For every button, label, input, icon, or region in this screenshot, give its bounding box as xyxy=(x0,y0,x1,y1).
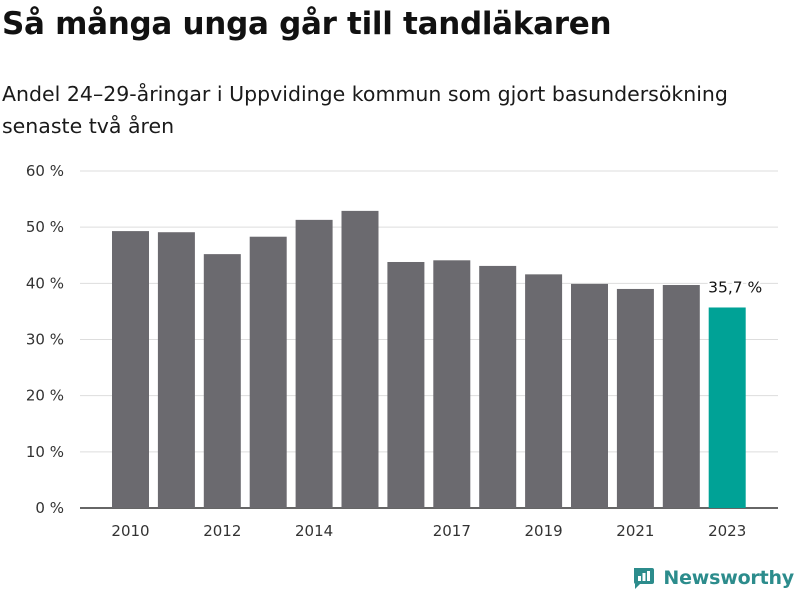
bar-2012 xyxy=(203,254,241,508)
brand-logo: Newsworthy xyxy=(631,565,794,591)
bars xyxy=(112,210,746,508)
y-tick-label: 40 % xyxy=(26,274,64,292)
bar-2023 xyxy=(708,307,746,508)
x-tick-label: 2021 xyxy=(616,522,654,540)
bar-2017 xyxy=(433,260,471,508)
bar-2020 xyxy=(571,283,608,508)
x-tick-label: 2010 xyxy=(111,522,149,540)
bar-chart: 0 % 10 % 20 % 30 % 40 % 50 % 60 % 2010 2012 2014… xyxy=(26,162,778,540)
brand-name: Newsworthy xyxy=(663,567,794,589)
grid-lines xyxy=(80,170,778,509)
bar-2011 xyxy=(157,232,195,508)
x-tick-label: 2023 xyxy=(708,522,746,540)
bar-2010 xyxy=(112,231,149,508)
x-tick-label: 2014 xyxy=(295,522,333,540)
data-labels: 35,7 % xyxy=(706,276,764,298)
data-label: 35,7 % xyxy=(708,278,762,296)
y-axis-tick-labels: 0 % 10 % 20 % 30 % 40 % 50 % 60 % xyxy=(26,162,64,517)
x-tick-label: 2012 xyxy=(203,522,241,540)
bar-2016 xyxy=(387,261,425,508)
bar-2014 xyxy=(295,219,333,508)
bar-2018 xyxy=(479,265,517,508)
y-tick-label: 20 % xyxy=(26,387,64,405)
chart-title: Så många unga går till tandläkaren xyxy=(2,6,612,42)
bar-2021 xyxy=(616,288,654,508)
chart-subtitle: Andel 24–29-åringar i Uppvidinge kommun … xyxy=(2,82,728,138)
x-axis-tick-labels: 2010 2012 2014 2017 2019 2021 2023 xyxy=(111,522,746,540)
bar-2013 xyxy=(249,236,287,508)
bar-2022 xyxy=(662,285,700,508)
y-tick-label: 60 % xyxy=(26,162,64,180)
x-tick-label: 2019 xyxy=(525,522,563,540)
bar-2015 xyxy=(341,210,379,508)
newsworthy-chart-logo-icon xyxy=(634,568,655,589)
y-tick-label: 0 % xyxy=(35,499,64,517)
y-tick-label: 10 % xyxy=(26,443,64,461)
bar-2019 xyxy=(525,274,563,508)
y-tick-label: 50 % xyxy=(26,218,64,236)
x-tick-label: 2017 xyxy=(433,522,471,540)
y-tick-label: 30 % xyxy=(26,331,64,349)
